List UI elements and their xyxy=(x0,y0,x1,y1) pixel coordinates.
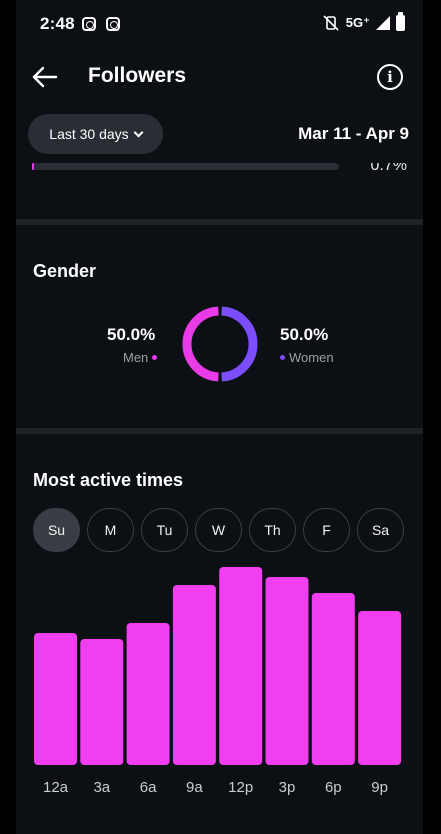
bar-3a xyxy=(80,639,124,765)
battery-icon xyxy=(396,12,405,31)
back-arrow-icon[interactable] xyxy=(30,62,60,92)
date-range-dropdown[interactable]: Last 30 days xyxy=(28,114,163,154)
active-times-title: Most active times xyxy=(33,470,184,490)
bar-6p xyxy=(311,593,355,765)
x-tick-label: 9p xyxy=(371,779,388,796)
vibrate-mute-icon xyxy=(323,15,339,31)
bar-9a xyxy=(172,585,216,765)
breakdown-bar-fill xyxy=(32,163,35,170)
x-tick-label: 3a xyxy=(93,779,110,796)
women-donut-segment xyxy=(221,306,258,382)
day-selector: Su M Tu W Th F Sa xyxy=(33,508,404,552)
gender-title: Gender xyxy=(33,261,97,281)
bar-12p xyxy=(219,567,263,765)
day-chip-tu[interactable]: Tu xyxy=(141,508,188,552)
women-legend: Women xyxy=(280,350,334,365)
women-percent: 50.0% xyxy=(280,325,329,344)
day-chip-sa[interactable]: Sa xyxy=(357,508,404,552)
men-legend-dot xyxy=(152,355,158,360)
bar-6a xyxy=(126,623,170,765)
x-tick-label: 12a xyxy=(43,779,69,796)
men-percent: 50.0% xyxy=(107,325,156,344)
day-chip-w[interactable]: W xyxy=(195,508,242,552)
info-icon[interactable]: i xyxy=(377,64,403,90)
signal-icon xyxy=(376,16,390,30)
scrolled-breakdown-row: 0.7% xyxy=(16,163,423,219)
section-divider-2 xyxy=(16,428,423,434)
network-label: 5G⁺ xyxy=(345,15,370,30)
day-chip-su[interactable]: Su xyxy=(33,508,80,552)
men-donut-segment xyxy=(182,306,219,382)
bar-12a xyxy=(34,633,77,765)
bar-3p xyxy=(265,577,309,765)
x-tick-label: 3p xyxy=(279,779,296,796)
status-icons: 5G⁺ xyxy=(322,12,405,32)
women-legend-dot xyxy=(280,355,285,360)
date-range-dropdown-label: Last 30 days xyxy=(49,126,129,142)
x-tick-label: 12p xyxy=(228,779,253,796)
day-chip-th[interactable]: Th xyxy=(249,508,296,552)
x-tick-label: 6a xyxy=(140,779,157,796)
instagram-notification-icon xyxy=(82,17,96,31)
instagram-notification-icon-2 xyxy=(106,17,120,31)
men-label: Men xyxy=(123,350,149,365)
date-range-text: Mar 11 - Apr 9 xyxy=(298,124,409,143)
women-label: Women xyxy=(289,350,334,365)
app-screen: 2:48 5G⁺ Followers i Last 30 days Mar 11… xyxy=(16,0,423,834)
x-tick-label: 6p xyxy=(325,779,342,796)
breakdown-percent: 0.7% xyxy=(370,163,407,174)
status-bar: 2:48 5G⁺ xyxy=(16,0,423,50)
men-legend: Men xyxy=(123,350,158,365)
page-title: Followers xyxy=(88,64,187,87)
x-tick-label: 9a xyxy=(186,779,203,796)
active-times-bar-chart: 12a 3a 6a 9a 12p 3p 6p 9p xyxy=(34,567,402,796)
breakdown-bar-track xyxy=(32,163,339,170)
chevron-down-icon xyxy=(133,127,144,137)
day-chip-f[interactable]: F xyxy=(303,508,350,552)
status-time: 2:48 xyxy=(40,14,75,33)
gender-donut-chart xyxy=(182,306,258,382)
section-divider xyxy=(16,219,423,225)
day-chip-m[interactable]: M xyxy=(87,508,134,552)
bar-9p xyxy=(358,611,402,765)
